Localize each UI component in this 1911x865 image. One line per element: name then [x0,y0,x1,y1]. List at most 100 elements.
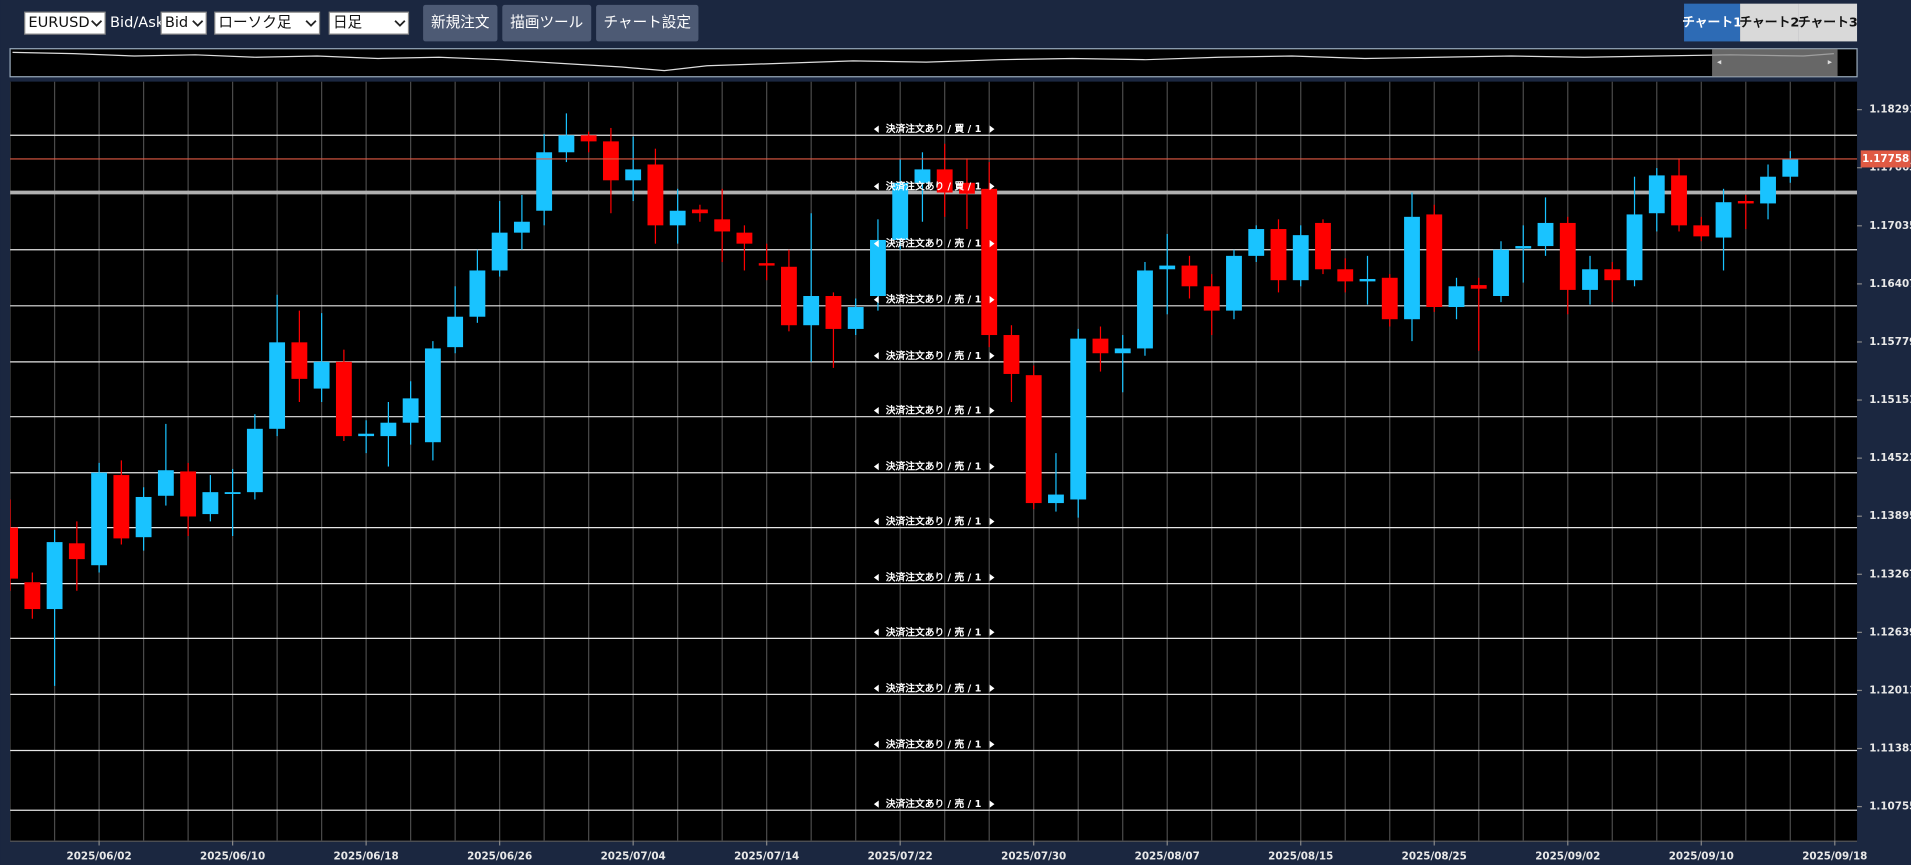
button-label: 描画ツール [510,14,583,31]
handle: ◂ [1717,58,1722,68]
order-label: 決済注文あり / 売 / 1 [886,460,982,473]
candle-body [1737,201,1754,204]
navigator[interactable]: ◂ ▸ [9,48,1858,78]
symbol-select[interactable]: EURUSD [24,11,106,35]
new-order-button[interactable]: 新規注文 [423,4,498,42]
candle-body [580,135,597,142]
candle-body [380,422,397,437]
candle-body [1648,175,1665,214]
x-tick-label: 2025/07/30 [1001,850,1066,862]
candle-body [1337,269,1354,282]
candle-body [1448,286,1465,308]
candle-body [68,543,85,560]
x-tick-label: 2025/07/04 [601,850,666,862]
candle-body [491,232,508,271]
arrow-icon [873,182,879,191]
x-tick-label: 2025/08/07 [1135,850,1200,862]
arrow-icon [873,800,879,808]
arrow-icon [989,800,995,808]
arrow-icon [989,240,995,248]
chart-tab[interactable]: チャート1 [1682,3,1742,42]
price-type-select[interactable]: Bid [160,11,207,35]
arrow-icon [873,296,879,304]
price-type: Bid [165,14,188,31]
arrow-icon [989,406,995,415]
chart-style-select[interactable]: ローソク足 [214,11,321,35]
arrow-icon [873,684,879,692]
candle-body [1025,375,1042,504]
candle-body [1092,338,1109,354]
x-tick-label: 2025/06/18 [334,850,399,862]
candle-body [959,182,975,194]
candle-body [335,361,352,437]
candle-body [1559,222,1576,290]
candle-body [1070,338,1087,500]
timeframe-select[interactable]: 日足 [328,11,410,35]
candle-body [46,542,63,610]
candle-body [1537,222,1554,247]
arrow-icon [989,573,995,582]
arrow-icon [873,628,879,636]
candle-body [1671,175,1687,226]
chart-tab[interactable]: チャート3 [1798,3,1858,42]
current-price-box [1860,150,1911,168]
x-tick-label: 2025/09/18 [1802,850,1867,862]
candle-body [246,428,263,493]
arrow-icon [989,517,995,526]
candle-body [24,582,41,610]
y-tick-label: 1.15779 [1869,336,1911,348]
arrow-icon [873,125,879,133]
x-tick-label: 2025/06/10 [200,850,265,862]
candle-body [714,219,731,232]
candle-body [1114,348,1131,354]
candle-body [402,398,419,423]
candle-body [892,182,909,240]
candle-body [1582,269,1598,290]
x-axis-line [10,840,1858,842]
order-label: 決済注文あり / 売 / 1 [886,349,982,362]
x-tick-label: 2025/06/02 [67,850,132,862]
candle-body [1270,229,1287,281]
candle-body [1137,270,1153,349]
arrow-icon [989,684,995,692]
tab-label: チャート3 [1798,16,1858,31]
y-tick-label: 1.17035 [1869,220,1911,232]
candle-body [536,152,553,211]
tab-label: チャート2 [1739,16,1799,31]
order-label: 決済注文あり / 買 / 1 [886,179,982,192]
candle-body [825,296,842,329]
arrow-icon [873,462,879,471]
chart-tab[interactable]: チャート2 [1739,3,1799,42]
x-tick-label: 2025/07/14 [734,850,799,862]
y-tick-label: 1.13267 [1869,568,1911,580]
x-tick-label: 2025/06/26 [467,850,532,862]
tab-label: チャート1 [1682,16,1742,31]
order-label: 決済注文あり / 売 / 1 [886,737,982,750]
y-tick-label: 1.16407 [1869,278,1911,290]
arrow-icon [873,240,879,248]
plot-area [10,81,1858,841]
arrow-icon [989,628,995,636]
candle-body [1381,277,1398,320]
order-label: 決済注文あり / 売 / 1 [886,404,982,417]
chart-settings-button[interactable]: チャート設定 [596,4,699,42]
candle-body [1226,255,1242,311]
candle-body [1782,158,1799,177]
order-label: 決済注文あり / 売 / 1 [886,681,982,694]
candle-body [1470,285,1487,289]
candle-body [1515,246,1532,249]
x-tick-label: 2025/09/10 [1669,850,1734,862]
candle-body [1048,494,1064,504]
arrow-icon [989,296,995,304]
drawing-tools-button[interactable]: 描画ツール [502,4,592,42]
axis-layer: 2025/06/02 2025/06/10 2025/06/18 2025/06/26… [67,104,1911,863]
candle-body [669,210,686,226]
x-tick-label: 2025/08/25 [1402,850,1467,862]
candle-body [10,527,19,579]
button-label: 新規注文 [431,14,490,31]
arrow-icon [873,406,879,415]
candle-body [1292,235,1309,281]
order-label: 決済注文あり / 買 / 1 [886,122,982,135]
candle-body [1203,286,1220,311]
handle: ▸ [1828,58,1833,68]
